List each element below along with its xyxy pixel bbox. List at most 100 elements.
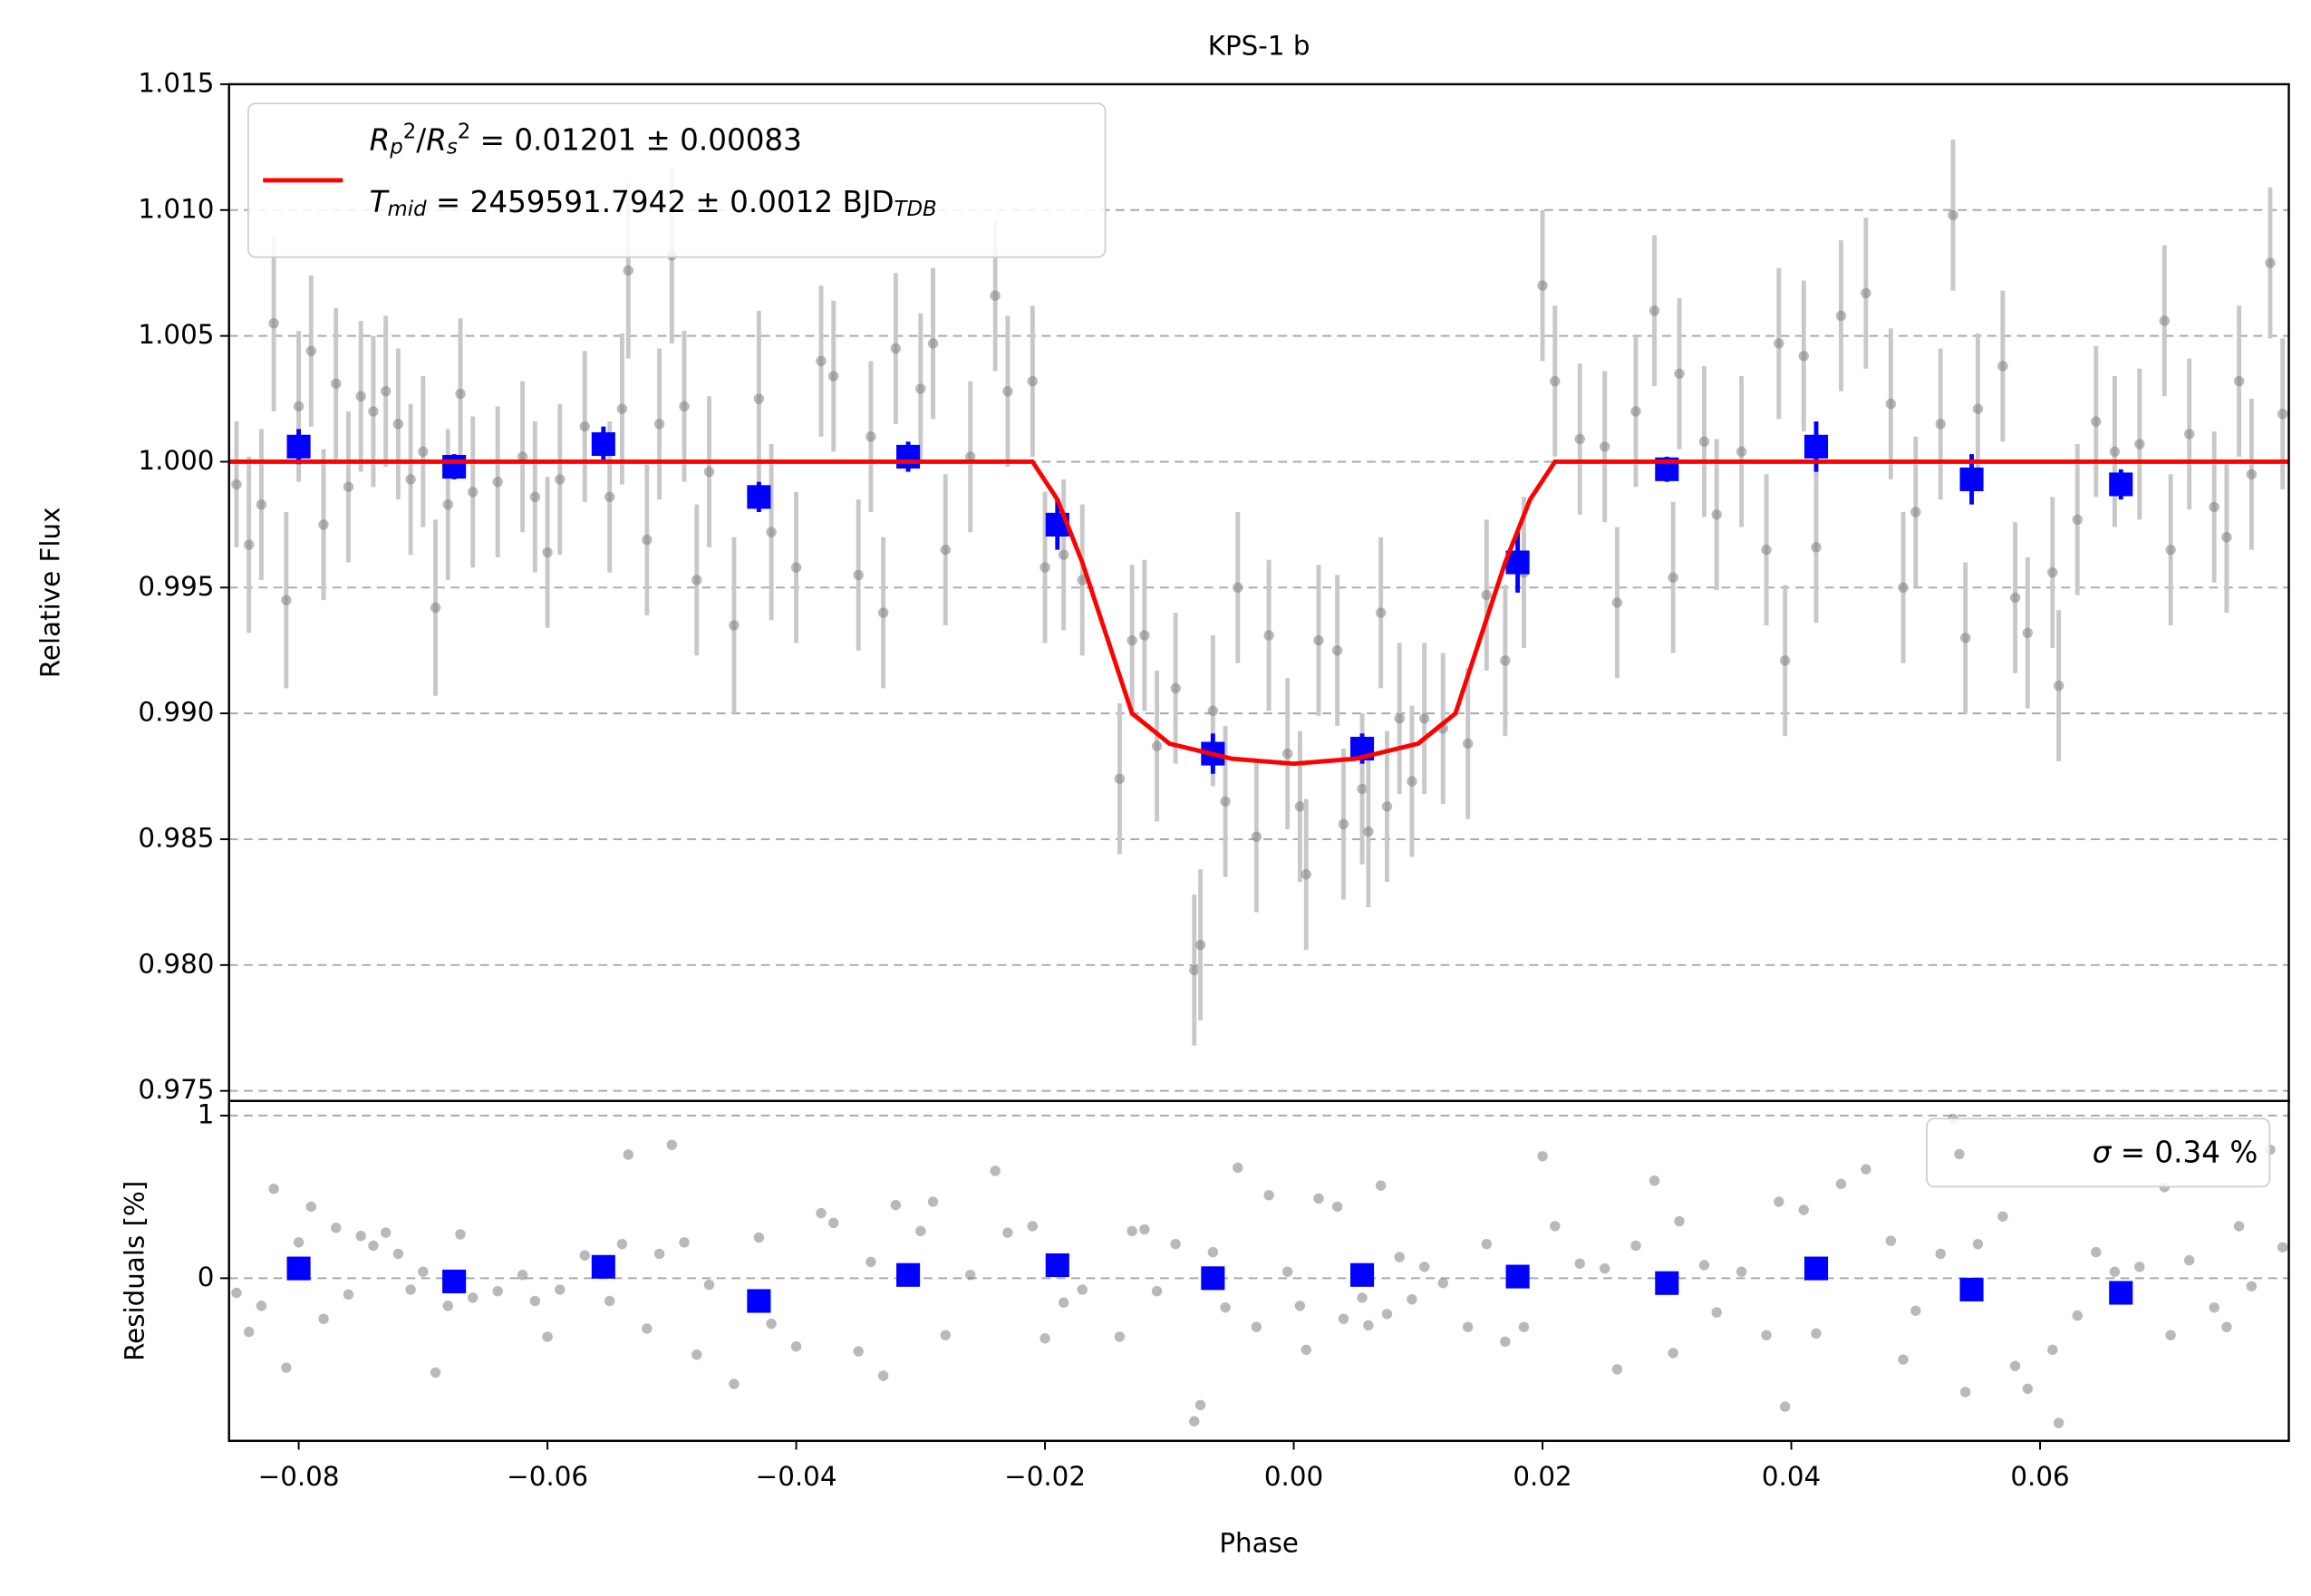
data-point xyxy=(1898,582,1909,594)
data-point xyxy=(915,383,926,394)
binned-point xyxy=(1655,1271,1679,1295)
data-point xyxy=(642,534,653,546)
data-point xyxy=(1294,1301,1306,1311)
data-point xyxy=(1537,280,1548,291)
data-point xyxy=(1736,446,1747,458)
legend-text-part: = 0.34 % xyxy=(2111,1135,2258,1169)
data-point xyxy=(1779,655,1791,666)
legend-text-part: = 0.01201 ± 0.00083 xyxy=(470,123,802,158)
data-point xyxy=(1630,1240,1641,1252)
data-point xyxy=(1077,1284,1088,1295)
data-point xyxy=(1997,361,2008,372)
data-point xyxy=(1668,1348,1678,1359)
data-point xyxy=(1798,1204,1809,1215)
data-point xyxy=(2246,1281,2258,1292)
binned-point xyxy=(591,1254,615,1279)
y-tick-label: 0.980 xyxy=(138,948,214,979)
data-point xyxy=(1189,1416,1200,1427)
data-point xyxy=(2134,1262,2145,1272)
binned-point xyxy=(2109,1281,2133,1305)
data-point xyxy=(2072,514,2083,526)
data-point xyxy=(691,575,702,585)
data-point xyxy=(2109,446,2121,458)
data-point xyxy=(865,1256,876,1268)
y-tick-label: 1.015 xyxy=(138,67,214,98)
data-point xyxy=(990,1166,1001,1176)
data-point xyxy=(1375,1180,1387,1191)
x-tick-label: −0.04 xyxy=(756,1461,837,1492)
data-point xyxy=(2209,501,2219,513)
data-point xyxy=(2233,375,2245,387)
data-point xyxy=(2109,1266,2121,1277)
data-point xyxy=(766,1318,777,1330)
data-point xyxy=(1170,682,1181,694)
data-point xyxy=(828,371,839,382)
data-point xyxy=(1189,964,1200,976)
data-point xyxy=(729,620,740,631)
data-point xyxy=(1518,1321,1530,1332)
data-point xyxy=(1251,1321,1262,1332)
data-point xyxy=(927,338,939,349)
data-point xyxy=(1463,1321,1474,1332)
data-point xyxy=(703,466,715,478)
legend-text-part: / xyxy=(416,123,426,158)
data-point xyxy=(1151,740,1163,751)
legend-text-part: TDB xyxy=(894,198,937,221)
x-tick-label: 0.04 xyxy=(1762,1461,1821,1492)
data-point xyxy=(380,1227,392,1238)
data-point xyxy=(1779,1401,1791,1412)
data-point xyxy=(1811,1328,1822,1340)
legend-text-part: mid xyxy=(388,198,428,221)
data-point xyxy=(2159,315,2171,326)
data-point xyxy=(1194,1399,1206,1411)
data-point xyxy=(293,401,305,412)
data-point xyxy=(418,446,429,458)
legend-box xyxy=(247,102,1107,258)
plot-area xyxy=(228,140,2289,1046)
data-point xyxy=(231,479,242,490)
data-point xyxy=(1885,398,1897,410)
data-point xyxy=(1574,433,1585,445)
data-point xyxy=(1630,406,1641,417)
data-point xyxy=(1002,1227,1013,1238)
data-point xyxy=(1418,712,1430,724)
data-point xyxy=(293,1237,305,1248)
data-point xyxy=(790,562,802,573)
data-point xyxy=(2022,627,2034,638)
data-point xyxy=(1363,1320,1374,1331)
data-point xyxy=(517,1270,528,1281)
data-point xyxy=(2009,592,2021,604)
data-point xyxy=(1811,542,1822,553)
data-point xyxy=(492,476,503,488)
y-axis-label: Relative Flux xyxy=(35,508,66,679)
data-point xyxy=(1599,441,1610,452)
legend-text-part: s xyxy=(447,136,458,160)
data-point xyxy=(1357,1292,1368,1303)
data-point xyxy=(1500,655,1511,666)
model-line xyxy=(228,459,2289,767)
data-point xyxy=(1363,826,1374,837)
data-point xyxy=(816,1207,827,1219)
data-point xyxy=(430,1367,441,1378)
data-point xyxy=(604,491,615,503)
binned-point xyxy=(1505,1264,1530,1289)
data-point xyxy=(2184,429,2195,440)
data-point xyxy=(877,1370,889,1381)
data-point xyxy=(1294,801,1306,812)
data-point xyxy=(691,1349,702,1360)
y-tick-label: 0.975 xyxy=(138,1074,214,1105)
data-point xyxy=(355,391,366,401)
data-point xyxy=(965,1270,976,1281)
data-point xyxy=(1649,1175,1660,1186)
data-point xyxy=(2009,1360,2021,1371)
data-point xyxy=(2072,1310,2083,1321)
data-point xyxy=(816,355,827,367)
data-point xyxy=(468,487,479,498)
data-point xyxy=(1357,783,1368,795)
data-point xyxy=(927,1196,939,1207)
data-point xyxy=(529,1295,541,1307)
data-point xyxy=(1500,1336,1511,1348)
data-point xyxy=(355,1230,366,1242)
